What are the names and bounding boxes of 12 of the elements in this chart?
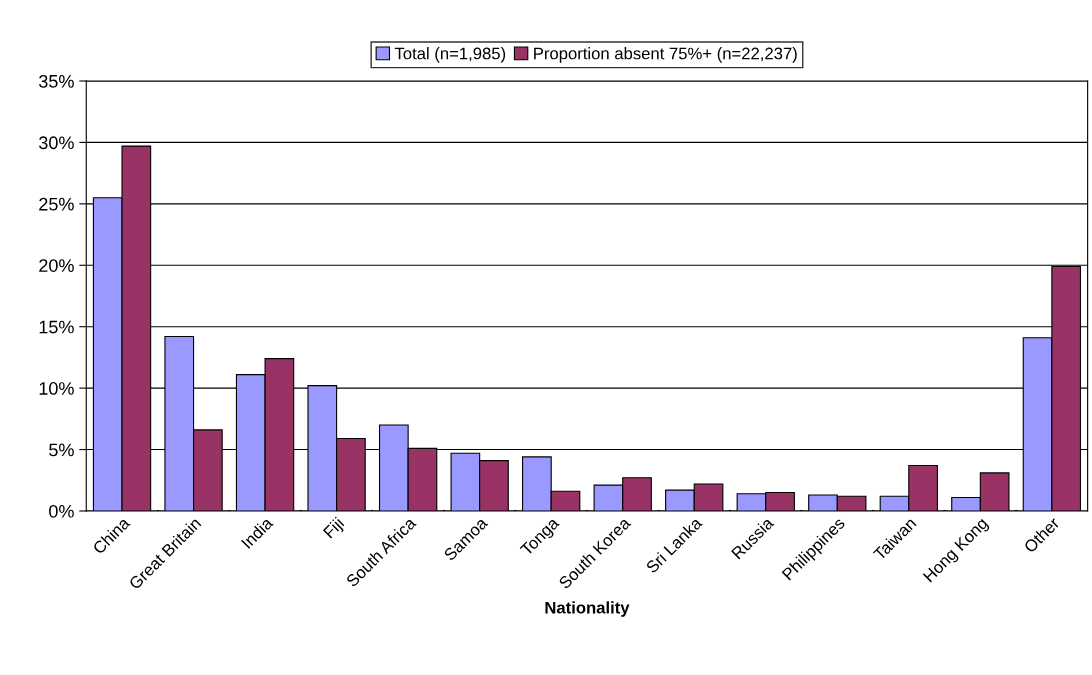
x-tick-label: Fiji [322,516,347,541]
y-tick-label: 30% [39,136,74,150]
y-tick-label: 35% [39,74,74,88]
legend-label: Total (n=1,985) [394,47,506,63]
y-tick-label: 20% [39,259,74,272]
y-tick-label: 10% [39,382,74,395]
x-axis-title: Nationality [545,601,630,617]
y-tick-label: 15% [39,320,74,334]
legend-label: Proportion absent 75%+ (n=22,237) [534,47,797,63]
y-tick-label: 5% [49,443,74,457]
y-tick-label: 25% [39,197,74,211]
y-tick-label: 0% [49,504,74,518]
